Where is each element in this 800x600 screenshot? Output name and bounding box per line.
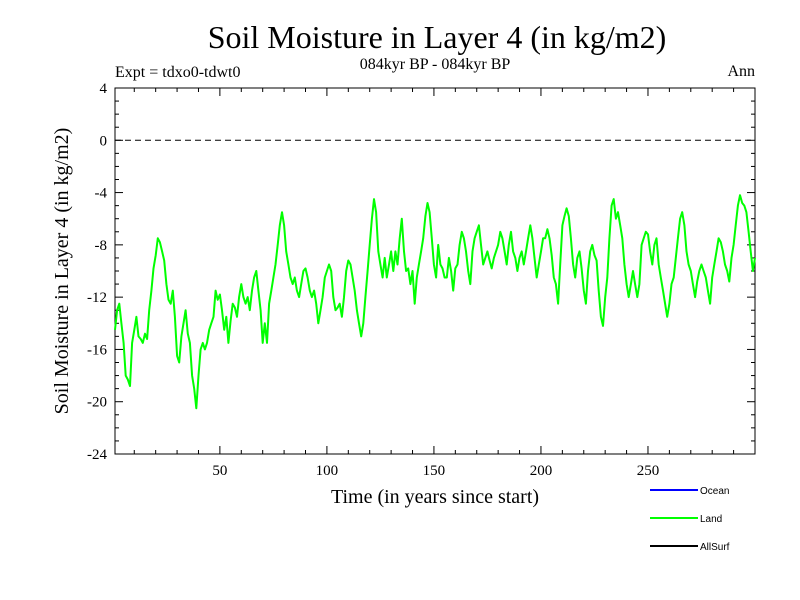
x-tick-label: 150 [423, 463, 446, 479]
legend-label-land: Land [700, 514, 722, 525]
series-line-land [114, 194, 756, 410]
axis-tick-labels: 50 100 150 200 250 4 0 -4 -8 -12 -16 -20 -24 [87, 81, 659, 479]
chart-subtitle: 084kyr BP - 084kyr BP [360, 56, 511, 73]
y-tick-label: -16 [87, 342, 107, 358]
series-group [114, 194, 756, 410]
x-tick-label: 50 [212, 463, 227, 479]
x-tick-label: 250 [637, 463, 660, 479]
x-tick-label: 200 [530, 463, 553, 479]
legend-item-ocean: Ocean [650, 486, 729, 497]
season-label: Ann [727, 63, 755, 80]
legend-label-ocean: Ocean [700, 486, 729, 497]
legend-item-land: Land [650, 514, 722, 525]
legend-label-allsurf: AllSurf [700, 542, 730, 553]
experiment-label: Expt = tdxo0-tdwt0 [115, 64, 240, 81]
y-tick-label: -4 [95, 186, 108, 202]
legend: Ocean Land AllSurf [650, 486, 730, 553]
chart-title: Soil Moisture in Layer 4 (in kg/m2) [208, 19, 667, 55]
y-tick-label: -8 [95, 238, 108, 254]
y-tick-label: 0 [100, 133, 108, 149]
y-tick-label: -12 [87, 290, 107, 306]
y-tick-label: -24 [87, 447, 107, 463]
y-axis-label: Soil Moisture in Layer 4 (in kg/m2) [51, 128, 73, 415]
legend-item-allsurf: AllSurf [650, 542, 730, 553]
y-tick-label: 4 [100, 81, 108, 97]
y-tick-label: -20 [87, 395, 107, 411]
x-axis-label: Time (in years since start) [331, 486, 539, 508]
x-tick-label: 100 [316, 463, 339, 479]
